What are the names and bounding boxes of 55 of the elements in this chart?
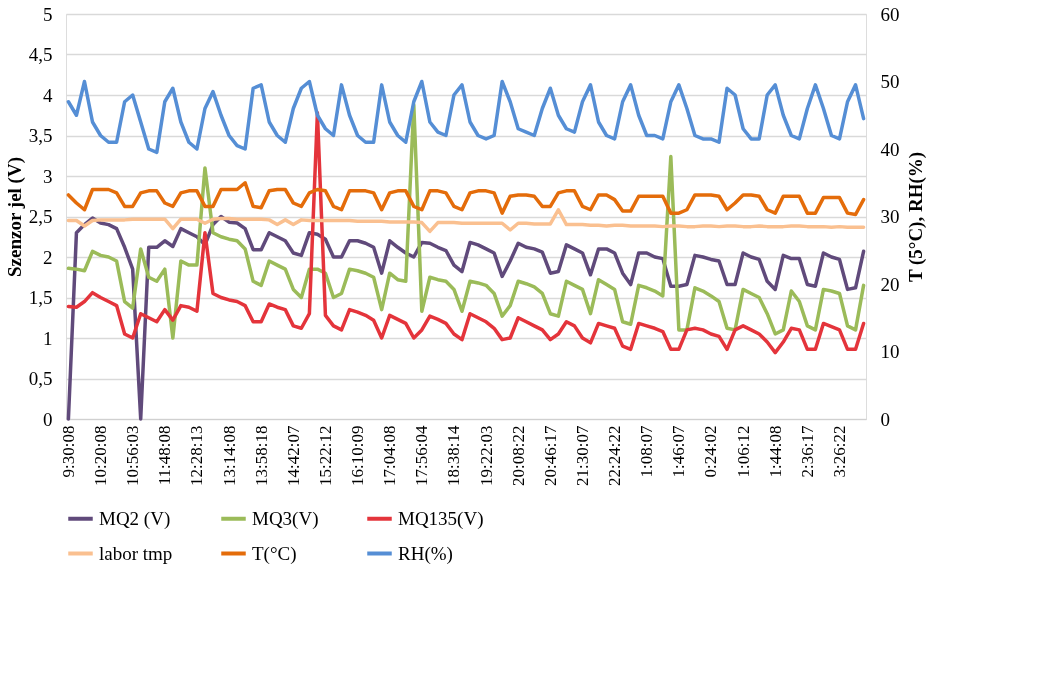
- legend-label: labor tmp: [99, 542, 173, 564]
- x-tick-label: 20:08:22: [508, 425, 528, 486]
- legend-label: MQ2 (V): [99, 507, 171, 530]
- x-tick-label: 14:42:07: [283, 425, 303, 486]
- y-tick-label: 0,5: [28, 368, 53, 389]
- y-tick-label: 0: [43, 408, 53, 430]
- y-tick-label: 2: [43, 246, 53, 268]
- x-tick-label: 16:10:09: [348, 425, 368, 486]
- x-tick-label: 13:58:18: [251, 425, 271, 486]
- y-tick-label: 4,5: [28, 44, 53, 65]
- x-tick-label: 1:46:07: [669, 425, 689, 478]
- y-tick-label: 5: [43, 3, 53, 25]
- y-tick-label: 1,5: [28, 287, 53, 308]
- line-series: [66, 79, 866, 155]
- line-series: [66, 181, 866, 217]
- x-tick-label: 15:22:12: [315, 425, 335, 486]
- y2-tick-label: 0: [880, 408, 890, 430]
- y-tick-label: 3,5: [28, 125, 53, 146]
- y-tick-label: 3: [43, 165, 53, 187]
- y-tick-label: 4: [43, 84, 53, 106]
- x-tick-label: 11:48:08: [155, 425, 175, 486]
- x-tick-label: 20:46:17: [540, 425, 560, 486]
- x-tick-label: 10:20:08: [91, 425, 111, 486]
- x-tick-label: 22:24:22: [605, 425, 625, 486]
- x-tick-label: 17:56:04: [412, 425, 432, 486]
- y2-tick-label: 10: [880, 341, 900, 362]
- legend-label: MQ135(V): [398, 507, 484, 530]
- legend-label: T(°C): [252, 542, 297, 565]
- y2-tick-label: 30: [880, 206, 900, 227]
- y2-tick-label: 20: [880, 273, 900, 295]
- x-tick-label: 0:24:02: [701, 425, 721, 478]
- line-series: [66, 208, 866, 234]
- x-tick-label: 19:22:03: [476, 425, 496, 486]
- y-tick-label: 1: [43, 327, 53, 349]
- legend-label: MQ3(V): [252, 507, 319, 530]
- y2-axis-title: T (5°C), RH(%): [904, 151, 927, 283]
- x-tick-label: 3:26:22: [829, 425, 849, 478]
- x-tick-label: 13:14:08: [219, 425, 239, 486]
- x-tick-label: 18:38:14: [444, 425, 464, 486]
- x-tick-label: 10:56:03: [123, 425, 143, 486]
- x-tick-label: 1:44:08: [765, 425, 785, 478]
- y-tick-label: 2,5: [28, 206, 53, 227]
- y2-tick-label: 60: [880, 3, 900, 25]
- line-series: [66, 214, 866, 421]
- x-tick-label: 2:36:17: [797, 425, 817, 478]
- y2-tick-label: 40: [880, 138, 900, 160]
- x-tick-label: 9:30:08: [58, 425, 78, 478]
- x-tick-label: 12:28:13: [187, 425, 207, 486]
- x-tick-label: 21:30:07: [572, 425, 592, 486]
- legend-label: RH(%): [398, 542, 453, 565]
- x-tick-label: 1:06:12: [733, 425, 753, 478]
- x-tick-label: 17:04:08: [380, 425, 400, 486]
- y2-tick-label: 50: [880, 71, 900, 92]
- y-axis-title: Szenzor jel (V): [3, 157, 26, 277]
- x-tick-label: 1:08:07: [637, 425, 657, 478]
